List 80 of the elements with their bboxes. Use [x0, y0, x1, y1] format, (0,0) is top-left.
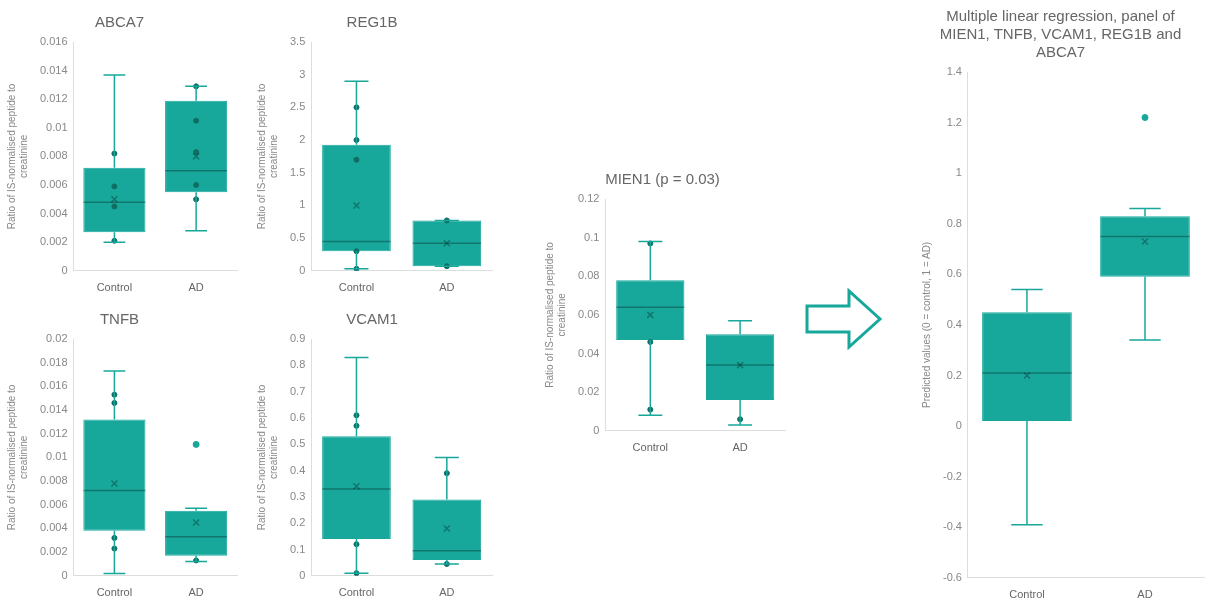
y-tick-label: 0.014: [40, 63, 68, 76]
chart-title: TNFB: [99, 310, 140, 328]
y-axis-title: Ratio of IS-normalised peptide to creatinine: [5, 384, 29, 531]
y-tick-label: 1.2: [946, 115, 962, 128]
y-tick-label: 3.5: [289, 35, 306, 48]
y-tick-label: 3: [299, 67, 306, 80]
y-tick-label: 0: [61, 568, 68, 581]
y-tick-label: 0.002: [40, 235, 68, 248]
chart-title: REG1B: [346, 13, 398, 31]
y-tick-label: 0: [955, 419, 962, 432]
x-tick-label: AD: [439, 586, 455, 599]
y-tick-label: 0.004: [40, 206, 68, 219]
chart-title: ABCA7: [94, 13, 145, 31]
x-tick-label: Control: [632, 441, 669, 454]
x-tick-label: Control: [96, 281, 133, 294]
x-tick-label: AD: [1137, 588, 1153, 601]
x-tick-label: AD: [732, 441, 748, 454]
y-tick-label: 0: [299, 568, 306, 581]
y-axis-title: Ratio of IS-normalised peptide to creatinine: [5, 83, 29, 230]
y-tick-label: 0.1: [289, 542, 306, 555]
y-tick-label: 0.02: [577, 385, 600, 398]
y-tick-label: -0.4: [942, 520, 962, 533]
y-tick-label: 0.8: [946, 216, 962, 229]
y-tick-label: 0.4: [289, 463, 306, 476]
y-tick-label: -0.6: [942, 570, 962, 583]
chart-title: Multiple linear regression, panel of MIEN1, TNFB, VCAM1, REG1B and ABCA7: [939, 7, 1182, 61]
x-tick-label: Control: [338, 281, 375, 294]
y-axis-title: Ratio of IS-normalised peptide to creatinine: [255, 83, 279, 230]
y-tick-label: 0.014: [40, 403, 68, 416]
y-axis-title: Ratio of IS-normalised peptide to creatinine: [255, 384, 279, 531]
x-tick-label: AD: [188, 281, 204, 294]
y-tick-label: 0.006: [40, 178, 68, 191]
y-tick-label: 0.012: [40, 426, 68, 439]
chart-title: MIEN1 (p = 0.03): [605, 170, 720, 188]
y-tick-label: 0.012: [40, 92, 68, 105]
y-tick-label: 0: [61, 263, 68, 276]
y-tick-label: 0.016: [40, 35, 68, 48]
y-tick-label: 2.5: [289, 100, 306, 113]
y-tick-label: 0.8: [289, 358, 306, 371]
y-tick-label: 0.9: [289, 332, 306, 345]
y-tick-label: 0.08: [577, 269, 600, 282]
y-tick-label: -0.2: [942, 469, 962, 482]
y-tick-label: 0.1: [584, 230, 600, 243]
y-tick-label: 0.01: [46, 120, 68, 133]
y-tick-label: 0.5: [289, 231, 306, 244]
x-tick-label: AD: [188, 586, 204, 599]
x-tick-label: AD: [439, 281, 455, 294]
y-tick-label: 1: [299, 198, 306, 211]
y-tick-label: 1.5: [289, 165, 306, 178]
x-tick-label: Control: [1009, 588, 1045, 601]
y-tick-label: 0.008: [40, 474, 68, 487]
y-axis-title: Predicted values (0 = control, 1 = AD): [920, 241, 932, 408]
y-axis-title: Ratio of IS-normalised peptide to creatinine: [543, 241, 567, 388]
x-tick-label: Control: [338, 586, 375, 599]
y-tick-label: 0.2: [946, 368, 962, 381]
y-tick-label: 0.7: [289, 384, 306, 397]
y-tick-label: 0.3: [289, 489, 306, 502]
y-tick-label: 0.004: [40, 521, 68, 534]
y-tick-label: 0.002: [40, 545, 68, 558]
y-tick-label: 2: [299, 133, 306, 146]
y-tick-label: 0.06: [577, 307, 600, 320]
y-tick-label: 0.01: [46, 450, 68, 463]
y-tick-label: 1.4: [946, 65, 962, 78]
y-tick-label: 0.4: [946, 317, 962, 330]
y-tick-label: 0.016: [40, 379, 68, 392]
y-tick-label: 0.04: [577, 346, 600, 359]
y-tick-label: 0.018: [40, 355, 68, 368]
y-tick-label: 0.008: [40, 149, 68, 162]
y-tick-label: 1: [955, 166, 962, 179]
y-tick-label: 0: [299, 263, 306, 276]
y-tick-label: 0.2: [289, 516, 306, 529]
y-tick-label: 0.6: [946, 267, 962, 280]
y-tick-label: 0: [593, 423, 600, 436]
chart-title: VCAM1: [346, 310, 398, 328]
x-tick-label: Control: [96, 586, 133, 599]
y-tick-label: 0.006: [40, 497, 68, 510]
y-tick-label: 0.6: [289, 410, 306, 423]
y-tick-label: 0.5: [289, 437, 306, 450]
y-tick-label: 0.12: [577, 192, 600, 205]
y-tick-label: 0.02: [46, 332, 68, 345]
